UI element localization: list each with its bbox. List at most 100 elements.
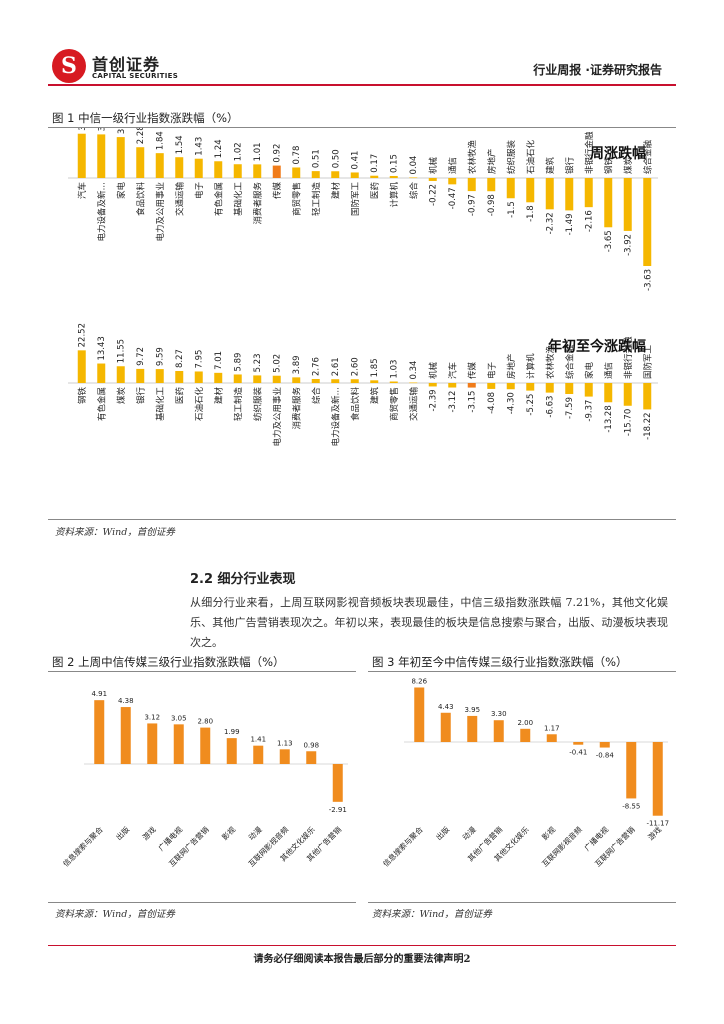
weekly-value-label: -2.16	[585, 210, 595, 232]
weekly-bar	[428, 178, 437, 181]
ytd-bar	[292, 377, 301, 383]
weekly-bar	[97, 134, 106, 178]
figure3-source: 资料来源：Wind，首创证券	[372, 909, 492, 920]
ytd-value-label: 5.02	[273, 354, 283, 373]
weekly-category-label: 有色金属	[213, 182, 224, 216]
figure3-chart: 8.26信息搜索与聚合4.43出版3.95动漫3.30其他广告营销2.00其他文…	[380, 677, 669, 868]
ytd-value-label: 2.61	[331, 357, 341, 376]
weekly-bar	[175, 157, 184, 178]
weekly-bar	[545, 178, 554, 210]
weekly-category-label: 房地产	[486, 148, 497, 174]
fig3-value-label: 1.17	[544, 724, 560, 732]
figure2-rule	[48, 671, 356, 672]
weekly-category-label: 电力及公用事业	[155, 182, 166, 242]
ytd-value-label: -5.25	[526, 394, 536, 416]
ytd-bar	[448, 383, 457, 388]
fig3-category-label: 出版	[433, 824, 451, 842]
ytd-category-label: 房地产	[506, 353, 517, 379]
figure3-rule	[368, 671, 676, 672]
ytd-category-label: 交通运输	[408, 387, 419, 422]
ytd-value-label: 1.03	[390, 360, 400, 379]
ytd-bar	[409, 382, 418, 384]
ytd-bar	[155, 369, 164, 383]
weekly-bar	[194, 158, 203, 178]
weekly-value-label: 2.28	[136, 128, 146, 144]
ytd-bar	[272, 375, 281, 383]
ytd-bar	[487, 383, 496, 389]
fig3-bar	[520, 728, 531, 742]
ytd-bar	[253, 375, 262, 383]
fig3-bar	[493, 720, 504, 742]
weekly-value-label: -2.32	[546, 212, 556, 234]
fig2-value-label: 1.41	[250, 736, 266, 744]
ytd-category-label: 机械	[428, 361, 439, 379]
figure2-title: 图 2 上周中信传媒三级行业指数涨跌幅（%）	[52, 655, 285, 669]
figure2-bars: 4.91信息搜索与聚合4.38出版3.12游戏3.05广播电视2.80互联网广告…	[60, 690, 348, 869]
fig3-bar	[546, 734, 557, 742]
weekly-value-label: -1.8	[526, 205, 536, 222]
ytd-category-label: 基础化工	[155, 387, 166, 422]
fig3-bar	[440, 712, 451, 742]
weekly-value-label: 0.41	[351, 151, 361, 170]
weekly-bar	[136, 147, 145, 178]
fig2-category-label: 动漫	[246, 824, 264, 842]
ytd-value-label: 7.95	[195, 350, 205, 369]
weekly-value-label: 0.17	[370, 154, 380, 173]
weekly-value-label: 3.23	[97, 128, 107, 131]
weekly-category-label: 综合	[408, 182, 419, 200]
weekly-bar	[389, 175, 398, 178]
fig3-bar	[652, 742, 663, 816]
fig3-category-label: 影视	[539, 824, 557, 842]
ytd-bar	[526, 383, 535, 391]
fig3-bar	[599, 742, 610, 748]
weekly-value-label: -0.97	[468, 194, 478, 216]
weekly-value-label: -3.92	[624, 234, 634, 256]
ytd-bar	[389, 381, 398, 383]
weekly-category-label: 汽车	[77, 182, 88, 199]
weekly-bar	[350, 172, 359, 178]
fig2-value-label: 3.12	[144, 713, 160, 721]
figure3-bars: 8.26信息搜索与聚合4.43出版3.95动漫3.30其他广告营销2.00其他文…	[380, 677, 669, 868]
weekly-value-label: 0.50	[331, 149, 341, 168]
ytd-value-label: -3.15	[468, 391, 478, 413]
ytd-value-label: -6.63	[546, 396, 556, 418]
ytd-category-label: 建筑	[369, 387, 380, 405]
ytd-bar	[428, 383, 437, 387]
fig2-value-label: 3.05	[171, 714, 187, 722]
ytd-value-label: 8.27	[175, 349, 185, 368]
ytd-value-label: 2.60	[351, 357, 361, 376]
weekly-value-label: 1.01	[253, 142, 263, 161]
weekly-category-label: 建材	[330, 182, 341, 200]
weekly-bar	[311, 171, 320, 178]
ytd-bar	[545, 383, 554, 393]
footer-disclaimer: 请务必仔细阅读本报告最后部分的重要法律声明2	[253, 954, 471, 965]
ytd-bar	[77, 350, 86, 383]
weekly-category-label: 煤炭	[623, 156, 634, 174]
ytd-bar	[331, 379, 340, 383]
weekly-bar	[467, 178, 476, 192]
ytd-category-label: 钢铁	[77, 387, 88, 405]
figure1-bottom-rule	[48, 519, 676, 520]
ytd-category-label: 计算机	[525, 353, 536, 379]
weekly-value-label: 0.51	[312, 149, 322, 168]
ytd-bar	[175, 371, 184, 383]
weekly-chart: 3.28 汽车 3.23 电力设备及新… 3.03 家电 2.28 食品饮料 1.84 电力及公用…	[68, 128, 658, 291]
ytd-category-label: 通信	[603, 361, 614, 379]
weekly-value-label: 1.02	[234, 142, 244, 161]
weekly-value-label: 1.24	[214, 139, 224, 158]
ytd-category-label: 医药	[174, 387, 185, 404]
brand-logo-mark: S	[61, 53, 77, 79]
weekly-category-label: 钢铁	[603, 156, 614, 174]
weekly-category-label: 石油石化	[525, 139, 536, 174]
ytd-category-label: 消费者服务	[291, 387, 302, 430]
ytd-value-label: -18.22	[643, 412, 653, 439]
ytd-bar	[623, 383, 632, 406]
figure1-source: 资料来源：Wind，首创证券	[55, 527, 175, 538]
ytd-value-label: -3.12	[448, 391, 458, 413]
fig2-value-label: 4.91	[91, 690, 107, 698]
ytd-value-label: -4.08	[487, 392, 497, 414]
weekly-bar	[604, 178, 613, 228]
weekly-bar	[214, 161, 223, 178]
weekly-bar	[77, 133, 86, 178]
weekly-value-label: -3.63	[643, 269, 653, 291]
